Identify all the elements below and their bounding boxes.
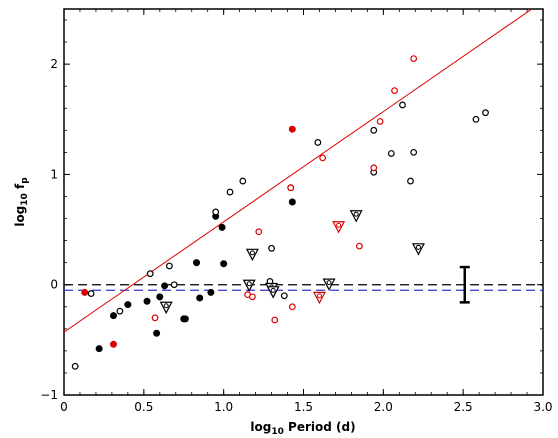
point-open-black xyxy=(387,150,395,157)
fit-line xyxy=(64,9,533,333)
point-open-red xyxy=(249,293,256,301)
x-tick-label: 2.0 xyxy=(374,400,393,414)
point-open-black xyxy=(226,188,234,196)
point-filled-black xyxy=(181,315,189,323)
x-axis-label: log10 Period (d) xyxy=(250,420,355,437)
point-open-black xyxy=(87,290,95,297)
point-filled-black xyxy=(220,260,228,268)
point-filled-black xyxy=(109,312,117,320)
point-open-red xyxy=(376,118,384,125)
point-open-red xyxy=(288,303,296,311)
point-open-black xyxy=(146,270,154,278)
point-filled-red xyxy=(81,288,89,296)
point-triangle-inner-black xyxy=(415,244,421,250)
y-tick-label: 1 xyxy=(50,167,58,181)
y-tick-label: −1 xyxy=(40,388,58,402)
x-tick-label: 3.0 xyxy=(533,400,552,414)
point-filled-black xyxy=(161,282,169,290)
point-open-red xyxy=(255,228,263,236)
x-tick-label: 2.5 xyxy=(454,400,473,414)
point-open-red xyxy=(370,164,378,172)
point-triangle-inner-red xyxy=(316,293,322,299)
point-open-black xyxy=(482,109,489,117)
plot-frame xyxy=(63,8,544,396)
point-open-black xyxy=(280,292,288,300)
point-open-black xyxy=(71,362,79,370)
point-open-black xyxy=(370,126,378,134)
point-filled-black xyxy=(143,297,151,305)
point-filled-black xyxy=(193,259,201,267)
point-open-black xyxy=(170,281,178,289)
point-open-red xyxy=(355,242,363,250)
point-triangle-inner-black xyxy=(270,287,276,293)
x-tick-label: 1.5 xyxy=(294,400,313,414)
point-triangle-inner-black xyxy=(326,280,332,286)
point-filled-red xyxy=(109,340,117,348)
fit-line-group xyxy=(64,9,533,333)
x-tick-label: 0 xyxy=(60,400,68,414)
point-open-black xyxy=(407,177,414,185)
y-tick-label: 0 xyxy=(50,278,58,292)
point-filled-black xyxy=(153,329,161,337)
point-open-red xyxy=(271,316,279,324)
axis-ticks xyxy=(63,9,544,396)
point-open-black xyxy=(116,307,124,315)
point-open-black xyxy=(314,139,322,146)
point-triangle-inner-black xyxy=(246,281,252,287)
point-triangle-inner-black xyxy=(249,250,255,256)
point-open-black xyxy=(410,148,418,156)
point-triangle-inner-black xyxy=(353,211,359,217)
point-open-black xyxy=(212,208,220,216)
point-triangle-inner-black xyxy=(163,303,169,309)
y-axis-label: log10 fp xyxy=(13,177,30,227)
point-filled-black xyxy=(207,288,215,296)
point-open-red xyxy=(410,55,418,63)
x-tick-label: 0.5 xyxy=(134,400,153,414)
point-open-black xyxy=(268,244,275,252)
y-tick-label: 2 xyxy=(50,57,58,71)
point-open-black xyxy=(239,177,247,185)
point-filled-black xyxy=(218,223,226,231)
point-filled-black xyxy=(288,198,296,206)
point-open-black xyxy=(472,115,480,123)
point-open-red xyxy=(319,154,327,162)
point-filled-black xyxy=(196,294,204,302)
point-open-red xyxy=(151,314,159,322)
point-open-black xyxy=(165,262,173,270)
point-filled-red xyxy=(288,125,296,133)
point-open-black xyxy=(399,101,406,109)
x-tick-label: 1.0 xyxy=(214,400,233,414)
error-bar-group xyxy=(459,265,470,304)
point-triangle-inner-red xyxy=(336,222,342,228)
point-open-red xyxy=(391,87,398,95)
reference-lines xyxy=(64,284,543,291)
data-points xyxy=(71,55,489,370)
point-open-red xyxy=(287,184,295,192)
point-filled-black xyxy=(124,301,132,309)
point-filled-black xyxy=(95,345,103,353)
point-filled-black xyxy=(156,293,164,301)
